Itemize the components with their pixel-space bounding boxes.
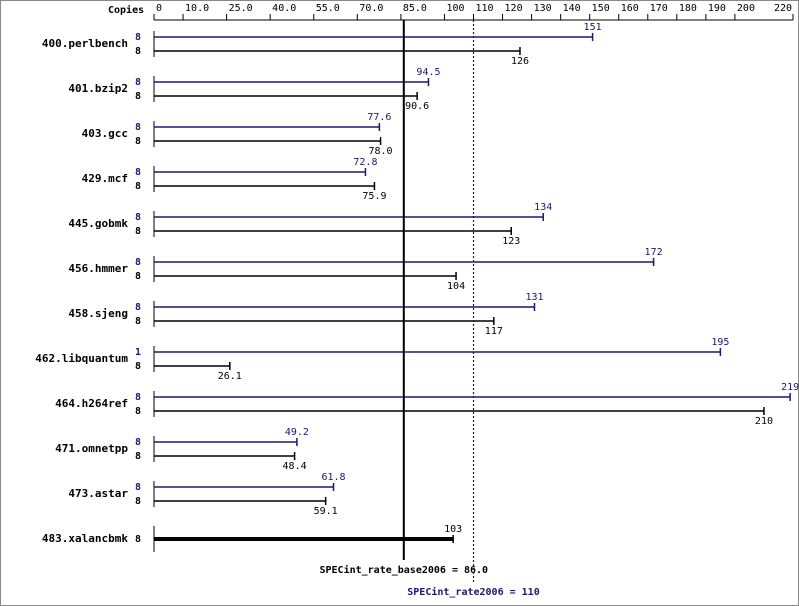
copies-label: 8 — [135, 271, 141, 282]
category-label: 401.bzip2 — [68, 82, 128, 95]
x-tick-label: 40.0 — [272, 3, 296, 14]
value-label: 210 — [755, 416, 773, 427]
reference-label: SPECint_rate_base2006 = 86.0 — [320, 564, 489, 576]
value-label: 134 — [534, 202, 552, 213]
category-label: 445.gobmk — [68, 217, 128, 230]
copies-label: 8 — [135, 167, 141, 178]
x-tick-label: 70.0 — [359, 3, 383, 14]
x-tick-label: 120 — [505, 3, 523, 14]
value-label: 123 — [502, 236, 520, 247]
value-label: 26.1 — [218, 371, 242, 382]
copies-label: 1 — [135, 347, 141, 358]
copies-label: 8 — [135, 136, 141, 147]
category-label: 464.h264ref — [55, 397, 128, 410]
copies-label: 8 — [135, 361, 141, 372]
copies-label: 8 — [135, 212, 141, 223]
x-tick-label: 180 — [679, 3, 697, 14]
value-label: 48.4 — [283, 461, 307, 472]
category-label: 473.astar — [68, 487, 128, 500]
value-label: 72.8 — [353, 157, 377, 168]
x-tick-label: 25.0 — [229, 3, 253, 14]
category-label: 403.gcc — [82, 127, 128, 140]
axis-label: Copies — [108, 4, 144, 16]
x-tick-label: 170 — [650, 3, 668, 14]
category-label: 400.perlbench — [42, 37, 128, 50]
x-tick-label: 190 — [708, 3, 726, 14]
x-tick-label: 130 — [534, 3, 552, 14]
value-label: 90.6 — [405, 101, 429, 112]
value-label: 126 — [511, 56, 529, 67]
x-tick-label: 55.0 — [316, 3, 340, 14]
copies-label: 8 — [135, 534, 141, 545]
category-label: 456.hmmer — [68, 262, 128, 275]
value-label: 94.5 — [416, 67, 440, 78]
value-label: 172 — [645, 247, 663, 258]
value-label: 151 — [584, 22, 602, 33]
copies-label: 8 — [135, 46, 141, 57]
reference-label: SPECint_rate2006 = 110 — [407, 586, 539, 598]
category-label: 462.libquantum — [35, 352, 128, 365]
value-label: 61.8 — [321, 472, 345, 483]
copies-label: 8 — [135, 496, 141, 507]
x-tick-label: 150 — [592, 3, 610, 14]
copies-label: 8 — [135, 226, 141, 237]
category-label: 429.mcf — [82, 172, 128, 185]
x-tick-label: 160 — [621, 3, 639, 14]
value-label: 77.6 — [367, 112, 391, 123]
x-tick-label: 220 — [774, 3, 792, 14]
value-label: 78.0 — [369, 146, 393, 157]
value-label: 195 — [711, 337, 729, 348]
x-tick-label: 85.0 — [403, 3, 427, 14]
category-label: 458.sjeng — [68, 307, 128, 320]
x-tick-label: 200 — [737, 3, 755, 14]
x-tick-label: 140 — [563, 3, 581, 14]
copies-label: 8 — [135, 437, 141, 448]
category-label: 471.omnetpp — [55, 442, 128, 455]
category-label: 483.xalancbmk — [42, 532, 128, 545]
value-label: 117 — [485, 326, 503, 337]
value-label: 103 — [444, 524, 462, 535]
copies-label: 8 — [135, 482, 141, 493]
copies-label: 8 — [135, 181, 141, 192]
copies-label: 8 — [135, 257, 141, 268]
copies-label: 8 — [135, 32, 141, 43]
x-tick-label: 10.0 — [185, 3, 209, 14]
copies-label: 8 — [135, 392, 141, 403]
x-tick-label: 100 — [446, 3, 464, 14]
copies-label: 8 — [135, 77, 141, 88]
x-tick-label: 0 — [156, 3, 162, 14]
copies-label: 8 — [135, 451, 141, 462]
value-label: 131 — [525, 292, 543, 303]
value-label: 59.1 — [314, 506, 338, 517]
copies-label: 8 — [135, 91, 141, 102]
copies-label: 8 — [135, 122, 141, 133]
copies-label: 8 — [135, 316, 141, 327]
copies-label: 8 — [135, 302, 141, 313]
value-label: 104 — [447, 281, 465, 292]
copies-label: 8 — [135, 406, 141, 417]
x-tick-label: 110 — [476, 3, 494, 14]
value-label: 75.9 — [362, 191, 386, 202]
value-label: 49.2 — [285, 427, 309, 438]
value-label: 219 — [781, 382, 799, 393]
